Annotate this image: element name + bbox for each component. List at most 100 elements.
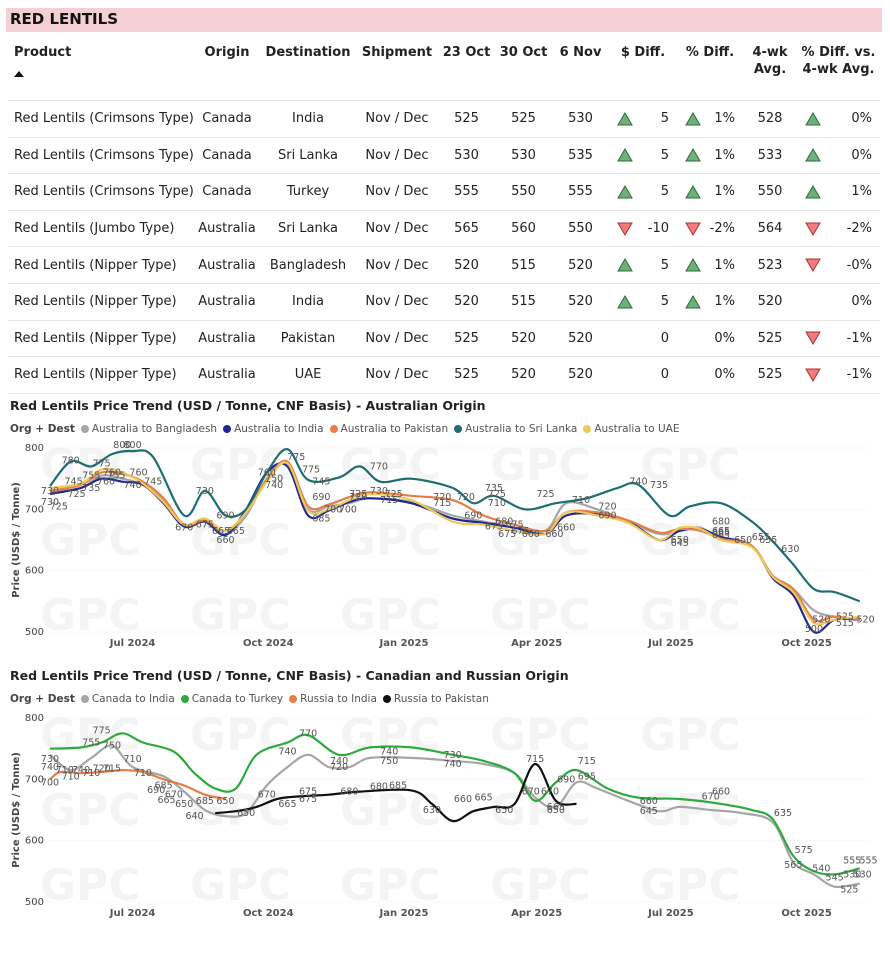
series-line[interactable]	[49, 448, 861, 603]
data-label: 730	[41, 497, 59, 508]
header-diff[interactable]: $ Diff.	[620, 45, 666, 60]
data-label: 755	[82, 471, 100, 482]
data-label: 555	[843, 855, 861, 866]
price-table: Product Origin Destination Shipment 23 O…	[8, 38, 880, 394]
header-pct-diff[interactable]: % Diff.	[685, 45, 735, 60]
header-4wk-avg[interactable]: 4-wk Avg.	[752, 45, 788, 77]
table-row[interactable]: Red Lentils (Crimsons Type) Canada India No…	[8, 100, 880, 138]
legend-item[interactable]: Australia to Bangladesh	[80, 423, 218, 435]
cell-product: Red Lentils (Crimsons Type)	[8, 136, 194, 174]
legend-label: Australia to Pakistan	[340, 423, 449, 435]
table-row[interactable]: Red Lentils (Nipper Type) Australia India N…	[8, 282, 880, 321]
cell-origin: Canada	[194, 136, 260, 174]
cell-shipment: Nov / Dec	[356, 356, 438, 394]
cell-origin: Australia	[194, 246, 260, 284]
data-label: 730	[370, 486, 388, 497]
data-label: 635	[774, 808, 792, 819]
cell-diff: 5	[609, 136, 677, 174]
legend-item[interactable]: Australia to Pakistan	[329, 423, 449, 435]
watermark: GPCGPCGPCGPCGPCGPCGPCGPCGPCGPCGPCGPCGPCG…	[40, 710, 741, 911]
legend-dot-icon	[80, 695, 89, 703]
diff-value: 0	[660, 367, 669, 383]
header-date-2[interactable]: 30 Oct	[499, 45, 548, 60]
watermark-text: GPC	[340, 860, 441, 911]
cell-destination: Pakistan	[260, 319, 356, 357]
data-label: 670	[258, 790, 276, 801]
series-line[interactable]	[49, 461, 860, 626]
watermark-text: GPC	[190, 860, 291, 911]
data-label: 690	[598, 510, 616, 521]
series-line[interactable]	[49, 732, 860, 876]
diff-value: 5	[660, 111, 669, 127]
up-triangle-icon	[685, 111, 701, 126]
data-label: 775	[302, 464, 320, 475]
series-line[interactable]	[49, 769, 226, 801]
cell-pct-diff: 1%	[677, 173, 743, 211]
legend-label: Australia to India	[234, 423, 324, 435]
header-shipment[interactable]: Shipment	[361, 45, 433, 60]
data-label: 700	[41, 777, 59, 788]
table-row[interactable]: Red Lentils (Crimsons Type) Canada Sri Lan…	[8, 136, 880, 174]
legend-title: Org + Dest	[10, 693, 75, 705]
cell-date-2: 515	[495, 282, 552, 321]
series-line[interactable]	[49, 459, 860, 623]
cell-pct-diff: 0%	[677, 319, 743, 357]
data-label: 710	[124, 754, 142, 765]
y-tick-label: 700	[25, 774, 44, 785]
data-label: 530	[843, 869, 861, 880]
table-row[interactable]: Red Lentils (Nipper Type) Australia UAE Nov…	[8, 356, 880, 394]
cell-date-1: 530	[438, 136, 495, 174]
cell-date-1: 525	[438, 319, 495, 357]
legend-item[interactable]: Russia to Pakistan	[382, 693, 489, 705]
table-row[interactable]: Red Lentils (Crimsons Type) Canada Turkey N…	[8, 173, 880, 211]
legend-australian: Org + Dest Australia to Bangladesh Austral…	[10, 423, 686, 435]
cell-shipment: Nov / Dec	[356, 136, 438, 174]
cell-diff: 5	[609, 173, 677, 211]
legend-item[interactable]: Australia to India	[223, 423, 324, 435]
data-label: 735	[485, 483, 503, 494]
x-tick-label: Jul 2025	[647, 638, 694, 649]
header-pct-diff-vs-avg[interactable]: % Diff. vs. 4-wk Avg.	[801, 45, 876, 77]
series-line[interactable]	[215, 762, 577, 823]
table-header-row: Product Origin Destination Shipment 23 O…	[8, 38, 880, 101]
down-triangle-icon	[617, 222, 633, 236]
table-row[interactable]: Red Lentils (Nipper Type) Australia Bangla…	[8, 246, 880, 284]
legend-item[interactable]: Australia to Sri Lanka	[454, 423, 577, 435]
up-triangle-icon	[617, 294, 633, 309]
legend-label: Australia to Bangladesh	[91, 423, 218, 435]
header-date-1[interactable]: 23 Oct	[442, 45, 491, 60]
data-label: 730	[41, 486, 59, 497]
cell-4wk-avg: 550	[743, 173, 797, 211]
data-label: 655	[759, 535, 777, 546]
data-label: 775	[93, 458, 111, 469]
cell-shipment: Nov / Dec	[356, 246, 438, 284]
legend-item[interactable]: Russia to India	[289, 693, 377, 705]
data-label: 750	[103, 741, 121, 752]
cell-destination: India	[260, 100, 356, 138]
data-label: 665	[547, 802, 565, 813]
sort-ascending-icon[interactable]	[14, 71, 24, 77]
data-label: 740	[41, 762, 59, 773]
table-row[interactable]: Red Lentils (Jumbo Type) Australia Sri Lan…	[8, 209, 880, 247]
data-label: 725	[349, 489, 367, 500]
cell-4wk-avg: 523	[743, 246, 797, 284]
legend-item[interactable]: Canada to India	[80, 693, 175, 705]
data-label: 725	[50, 501, 68, 512]
data-label: 690	[557, 774, 575, 785]
up-triangle-icon	[617, 258, 633, 272]
header-product[interactable]: Product	[8, 38, 194, 101]
cell-diff: 0	[609, 319, 677, 357]
cell-date-3: 535	[552, 136, 609, 174]
legend-item[interactable]: Canada to Turkey	[180, 693, 283, 705]
cell-date-2: 530	[495, 136, 552, 174]
data-label: 700	[324, 504, 342, 515]
watermark-text: GPC	[640, 590, 741, 641]
cell-destination: Turkey	[260, 173, 356, 211]
header-date-3[interactable]: 6 Nov	[559, 45, 602, 60]
header-destination[interactable]: Destination	[265, 45, 351, 60]
pct-diff-value: 0%	[714, 367, 735, 383]
legend-item[interactable]: Australia to UAE	[583, 423, 680, 435]
cell-destination: UAE	[260, 356, 356, 394]
header-origin[interactable]: Origin	[204, 45, 250, 60]
table-row[interactable]: Red Lentils (Nipper Type) Australia Pakist…	[8, 319, 880, 357]
